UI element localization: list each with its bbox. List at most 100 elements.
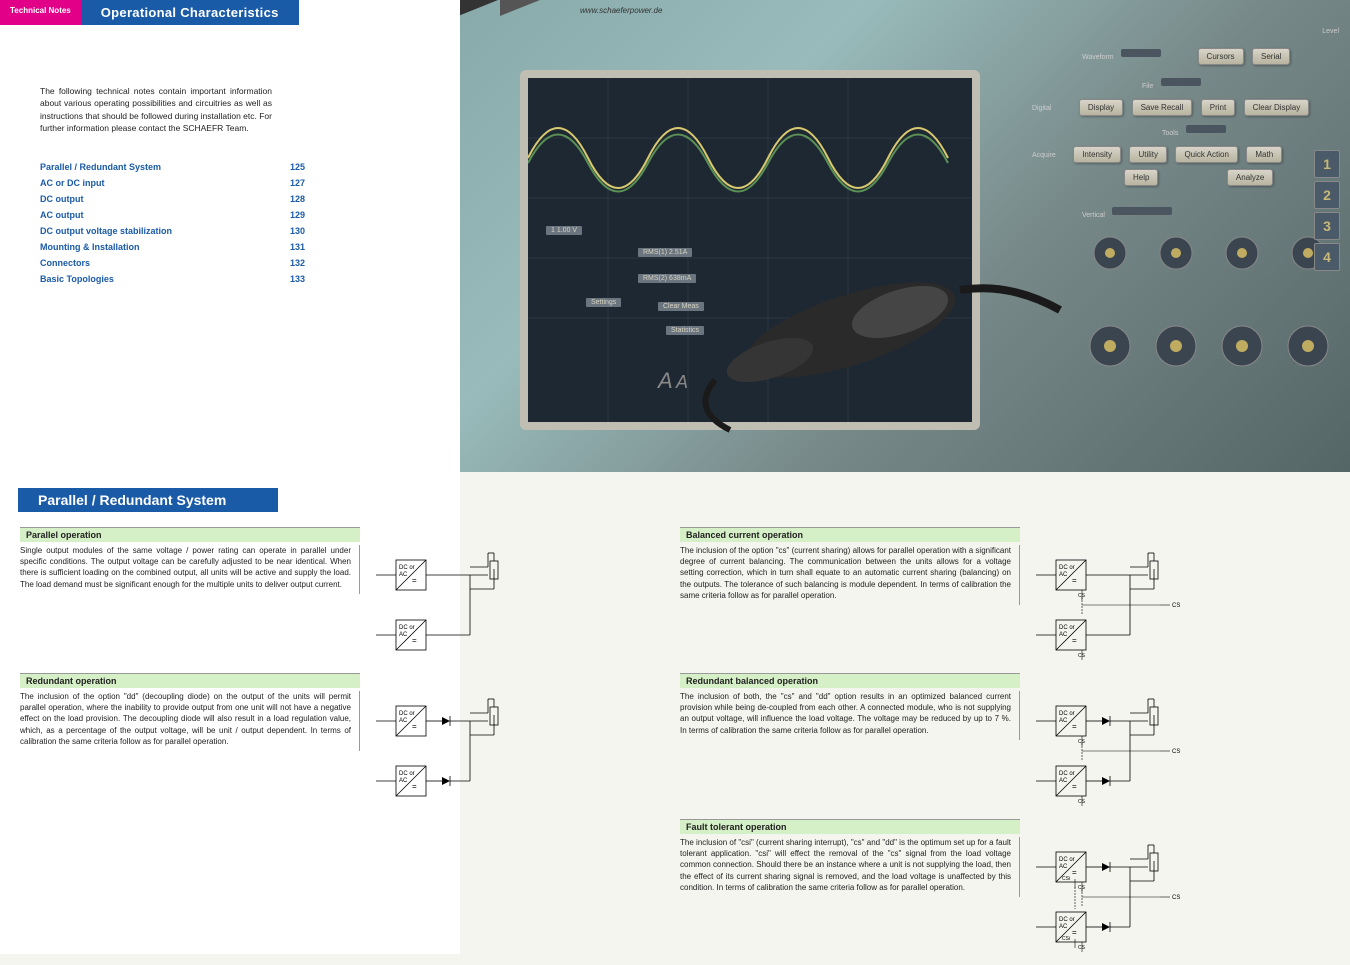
svg-text:DC or: DC or — [1059, 771, 1075, 777]
scope-label-rms2: RMS(2) 638mA — [638, 274, 696, 283]
display-button[interactable]: Display — [1079, 99, 1123, 116]
svg-text:=: = — [412, 576, 417, 585]
analyze-button[interactable]: Analyze — [1227, 169, 1273, 186]
menu-acquire-label: Digital — [1032, 105, 1051, 112]
svg-text:CSi: CSi — [1062, 936, 1070, 942]
svg-text:=: = — [1072, 868, 1077, 877]
svg-text:CS: CS — [1172, 895, 1180, 901]
menu-intensity-label: Acquire — [1032, 152, 1056, 159]
svg-text:=: = — [1072, 722, 1077, 731]
block-parallel: Parallel operation Single output modules… — [20, 527, 640, 665]
circuit-diagram: DC or AC = CS DC or AC = CS — [1030, 691, 1210, 811]
toc-page: 130 — [290, 226, 320, 236]
menu-level-label: Level — [1322, 28, 1339, 35]
toc-row: AC or DC input 127 — [40, 175, 320, 191]
toc-page: 129 — [290, 210, 320, 220]
toc-row: DC output 128 — [40, 191, 320, 207]
lower-section: Parallel / Redundant System Parallel ope… — [0, 488, 1350, 965]
toc-row: Mounting & Installation131 — [40, 239, 320, 255]
toc-row: DC output voltage stabilization 130 — [40, 223, 320, 239]
svg-text:A: A — [675, 372, 688, 392]
website-url: www.schaeferpower.de — [580, 6, 662, 15]
svg-text:DC or: DC or — [1059, 711, 1075, 717]
header-tabs: Technical Notes Operational Characterist… — [0, 0, 460, 25]
channel-2[interactable]: 2 — [1314, 181, 1340, 209]
help-button[interactable]: Help — [1124, 169, 1158, 186]
block-diagram: DC or AC = CS DC or AC = CS — [1020, 545, 1210, 665]
toc-label: Parallel / Redundant System — [40, 162, 161, 172]
scope-label-clear: Clear Meas — [658, 302, 704, 311]
svg-text:AC: AC — [1059, 924, 1068, 930]
svg-text:DC or: DC or — [1059, 625, 1075, 631]
math-button[interactable]: Math — [1246, 146, 1282, 163]
block-title: Balanced current operation — [680, 527, 1020, 542]
toc-label: DC output — [40, 194, 83, 204]
block-diagram: DC or AC = DC or AC = — [360, 691, 550, 811]
tab-technical-notes: Technical Notes — [0, 0, 81, 25]
utility-button[interactable]: Utility — [1129, 146, 1167, 163]
svg-text:DC or: DC or — [399, 711, 415, 717]
svg-text:AC: AC — [399, 572, 408, 578]
block-redundant_balanced: Redundant balanced operation The inclusi… — [680, 673, 1300, 811]
circuit-diagram: DC or AC = CSi CS DC or AC = CSi CS — [1030, 837, 1210, 957]
block-text: The inclusion of the option "cs" (curren… — [680, 545, 1020, 605]
svg-text:DC or: DC or — [399, 625, 415, 631]
svg-text:=: = — [1072, 576, 1077, 585]
block-title: Redundant operation — [20, 673, 360, 688]
quick-action-button[interactable]: Quick Action — [1175, 146, 1237, 163]
svg-text:DC or: DC or — [1059, 917, 1075, 923]
scope-label-stats: Statistics — [666, 326, 704, 335]
svg-text:=: = — [1072, 928, 1077, 937]
toc-row: Connectors132 — [40, 255, 320, 271]
toc-page: 128 — [290, 194, 320, 204]
serial-button[interactable]: Serial — [1252, 48, 1290, 65]
digital-button[interactable]: Clear Display — [1244, 99, 1310, 116]
menu-tools-label: Tools — [1162, 130, 1178, 137]
block-fault: Fault tolerant operation The inclusion o… — [680, 819, 1300, 957]
toc-label: DC output voltage stabilization — [40, 226, 172, 236]
section-header: Parallel / Redundant System — [18, 488, 278, 512]
svg-text:CSi: CSi — [1062, 876, 1070, 882]
svg-text:DC or: DC or — [1059, 857, 1075, 863]
scope-label-settings: Settings — [586, 298, 621, 307]
toc-page: 133 — [290, 274, 320, 284]
svg-text:CS: CS — [1172, 749, 1180, 755]
circuit-diagram: DC or AC = DC or AC = — [370, 691, 550, 811]
block-text: The inclusion of "csi" (current sharing … — [680, 837, 1020, 897]
intro-text: The following technical notes contain im… — [40, 85, 272, 134]
svg-text:DC or: DC or — [1059, 565, 1075, 571]
block-redundant: Redundant operation The inclusion of the… — [20, 673, 640, 811]
svg-text:=: = — [1072, 782, 1077, 791]
block-title: Parallel operation — [20, 527, 360, 542]
save-recall-button[interactable]: Save Recall — [1132, 99, 1193, 116]
svg-text:DC or: DC or — [399, 565, 415, 571]
scope-brand-text: A — [656, 368, 673, 393]
svg-text:AC: AC — [1059, 864, 1068, 870]
block-title: Fault tolerant operation — [680, 819, 1020, 834]
channel-3[interactable]: 3 — [1314, 212, 1340, 240]
toc-page: 127 — [290, 178, 320, 188]
toc-label: AC output — [40, 210, 83, 220]
channel-4[interactable]: 4 — [1314, 243, 1340, 271]
toc-label: AC or DC input — [40, 178, 105, 188]
menu-file-label: File — [1142, 83, 1153, 90]
svg-text:AC: AC — [399, 718, 408, 724]
toc-label: Basic Topologies — [40, 274, 114, 284]
clear-display-button[interactable]: Intensity — [1073, 146, 1121, 163]
svg-text:=: = — [412, 782, 417, 791]
svg-text:=: = — [412, 722, 417, 731]
svg-text:=: = — [412, 636, 417, 645]
cursors-button[interactable]: Cursors — [1198, 48, 1244, 65]
scope-knobs-area — [1082, 228, 1342, 408]
block-text: Single output modules of the same voltag… — [20, 545, 360, 594]
right-column: Balanced current operation The inclusion… — [660, 527, 1320, 965]
print-button[interactable]: Print — [1201, 99, 1235, 116]
channel-1[interactable]: 1 — [1314, 150, 1340, 178]
svg-text:=: = — [1072, 636, 1077, 645]
menu-waveform-label: Waveform — [1082, 54, 1114, 61]
svg-text:AC: AC — [1059, 632, 1068, 638]
table-of-contents: Parallel / Redundant System125AC or DC i… — [40, 159, 320, 287]
svg-text:AC: AC — [1059, 572, 1068, 578]
svg-text:AC: AC — [399, 632, 408, 638]
corner-triangle-2 — [500, 0, 560, 16]
